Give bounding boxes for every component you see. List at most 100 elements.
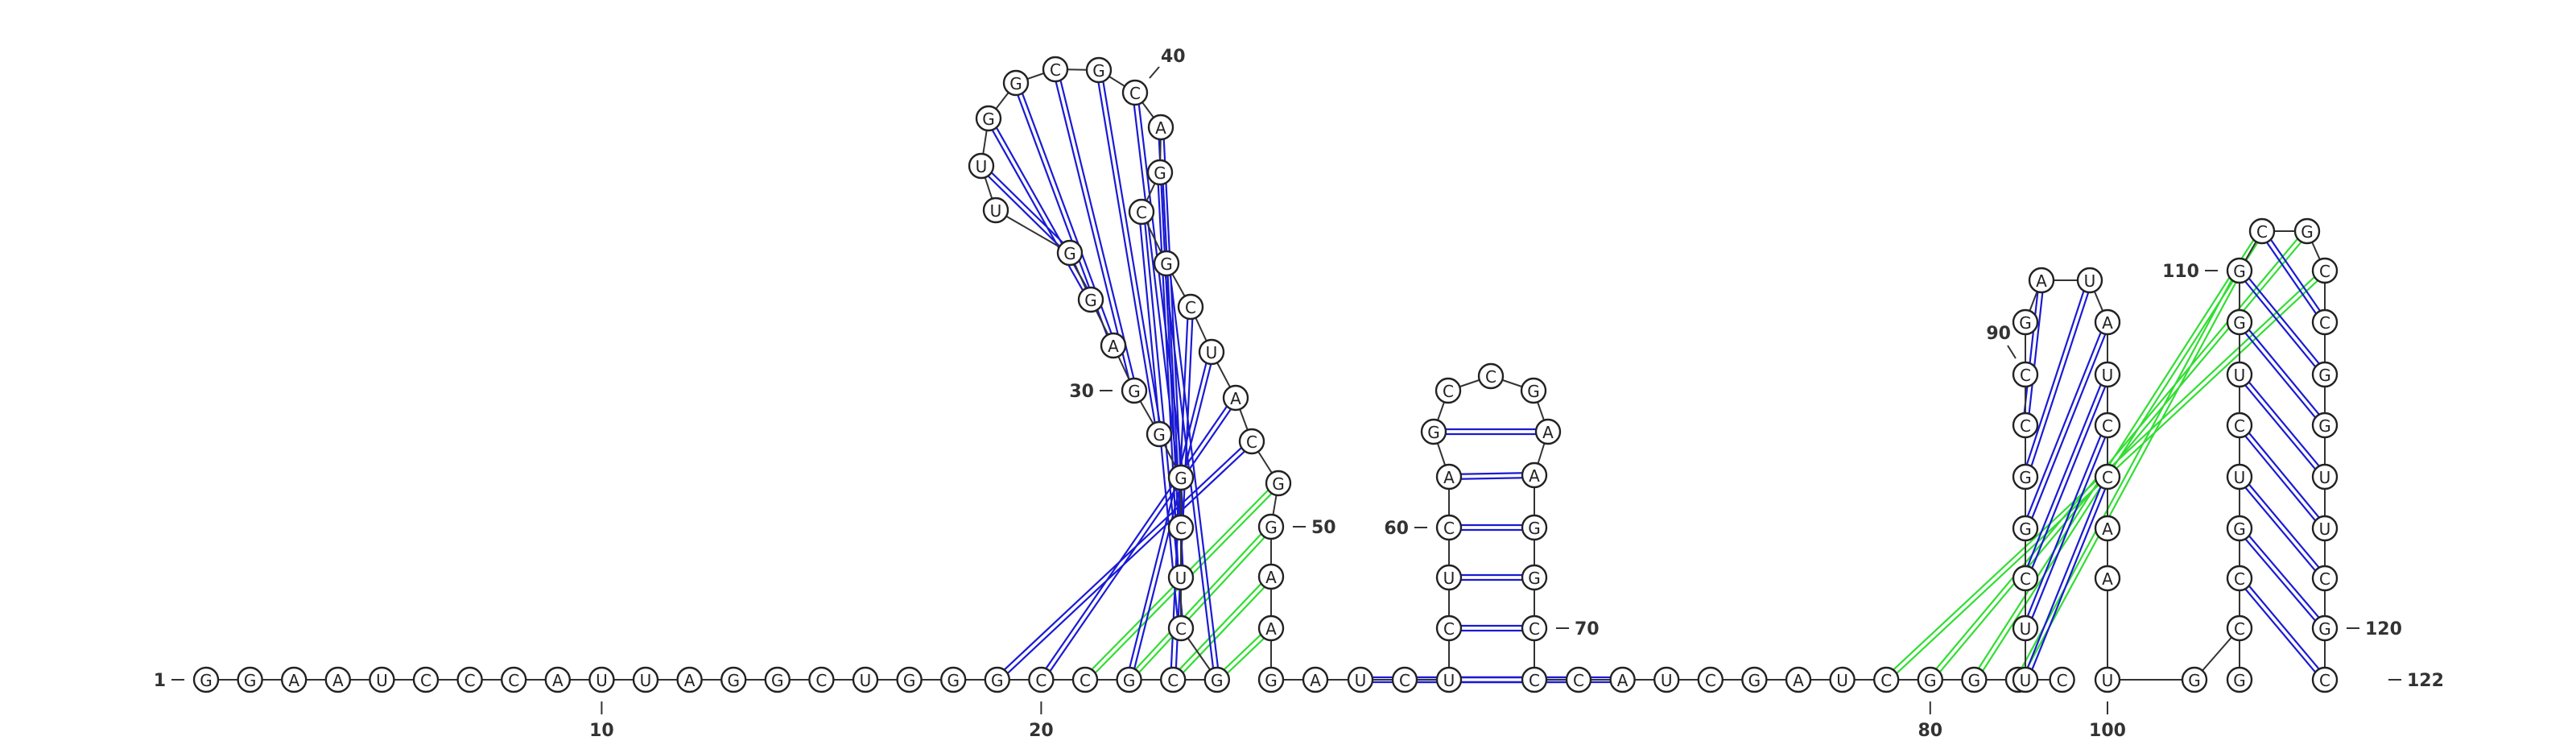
base-pair-line [1448, 471, 1534, 476]
nucleotide-letter: A [2102, 313, 2113, 333]
nucleotide: C [1872, 666, 1900, 693]
nucleotide-letter: C [1443, 519, 1455, 538]
base-pair-line [1157, 127, 1180, 528]
nucleotide-letter: C [1705, 671, 1716, 690]
nucleotide: G [2311, 615, 2339, 642]
nucleotide: C [501, 666, 527, 693]
nucleotide: G [1520, 377, 1547, 404]
nucleotide: G [1257, 513, 1285, 540]
position-tick [1149, 66, 1160, 79]
base-pair-line [1156, 172, 1180, 578]
nucleotide: G [2293, 217, 2321, 245]
nucleotide-letter: G [982, 110, 995, 129]
nucleotide: G [1257, 666, 1285, 693]
nucleotide-letter: G [2233, 671, 2246, 690]
nucleotide: C [1159, 666, 1187, 693]
nucleotide: G [1121, 377, 1148, 404]
nucleotide: C [1391, 666, 1418, 693]
nucleotide-letter: U [2020, 671, 2032, 690]
nucleotide-letter: A [1155, 118, 1166, 138]
pseudoknot-line [1170, 574, 1270, 679]
nucleotide-letter: C [420, 671, 431, 690]
base-pair-line [1056, 68, 1137, 391]
base-pair-line [2022, 475, 2107, 680]
nucleotide: U [1435, 666, 1463, 693]
nucleotide-letter: G [1160, 254, 1173, 274]
nucleotide-letter: A [1443, 468, 1455, 487]
pseudoknot-line [2015, 269, 2239, 680]
base-pair-line [1161, 172, 1185, 577]
nucleotide-letter: G [2233, 313, 2246, 333]
nucleotide: C [1167, 514, 1195, 541]
nucleotide-letter: G [2019, 313, 2032, 333]
nucleotide-letter: U [976, 157, 988, 176]
nucleotide: A [1785, 666, 1812, 693]
nucleotide: C [1477, 362, 1505, 390]
nucleotide: U [2012, 615, 2039, 642]
nucleotide-letter: C [464, 671, 476, 690]
nucleotide-letter: C [815, 671, 827, 690]
nucleotide-letter: G [1211, 671, 1224, 690]
nucleotide: C [1128, 198, 1155, 226]
nucleotide: U [1167, 564, 1195, 591]
nucleotide: G [2226, 515, 2253, 542]
position-label: 100 [2089, 721, 2126, 741]
nucleotide: A [2094, 565, 2121, 592]
nucleotide-letter: C [2020, 569, 2031, 589]
nucleotide-letter: A [1230, 389, 1241, 408]
base-pair-line [985, 118, 1090, 302]
base-pair-line [2263, 229, 2328, 321]
nucleotide-letter: G [1153, 425, 1166, 445]
nucleotide: G [2012, 308, 2039, 336]
base-pair-line [979, 167, 1069, 255]
base-pair-line [2026, 280, 2046, 426]
nucleotide-letter: C [2102, 416, 2113, 436]
base-pair-line [2236, 529, 2324, 631]
pseudoknot-line [1129, 528, 1274, 682]
nucleotide: G [2226, 257, 2253, 284]
nucleotide: A [2094, 515, 2121, 542]
nucleotide: G [237, 666, 263, 693]
nucleotide-letter: C [2234, 416, 2245, 436]
nucleotide-letter: C [1529, 619, 1540, 639]
base-pair-line [2240, 526, 2328, 627]
nucleotide: A [1435, 463, 1463, 490]
nucleotide-letter: U [1175, 569, 1187, 588]
nucleotide-letter: G [1128, 382, 1141, 401]
base-pair-line [2026, 322, 2111, 530]
nucleotide-letter: C [1035, 671, 1046, 690]
backbone-segment [995, 209, 1071, 254]
nucleotide: A [1534, 418, 1562, 445]
base-pair-line [2236, 323, 2324, 428]
nucleotide-letter: C [1080, 671, 1091, 690]
base-pair-line [1042, 399, 1239, 682]
nucleotide-letter: C [1399, 671, 1410, 690]
nucleotide: C [1121, 79, 1149, 106]
nucleotide: C [2311, 308, 2339, 336]
position-label: 1 [154, 671, 166, 691]
nucleotide: G [2226, 666, 2253, 693]
base-pair-line [2022, 279, 2089, 477]
nucleotide-letter: G [1924, 671, 1937, 690]
nucleotide: C [2226, 565, 2253, 592]
nucleotide-letter: U [1836, 671, 1848, 690]
position-label: 60 [1384, 519, 1409, 539]
nucleotide-letter: C [1167, 671, 1179, 690]
nucleotide: A [1302, 666, 1329, 693]
nucleotide-letter: A [1265, 568, 1277, 587]
nucleotide: U [1347, 666, 1374, 693]
nucleotide-letter: U [376, 671, 388, 690]
base-pair-line [1038, 395, 1235, 679]
nucleotide-letter: G [2019, 468, 2032, 487]
nucleotide: G [1146, 420, 1173, 448]
nucleotide-letter: U [2102, 366, 2114, 385]
nucleotide: A [281, 666, 308, 693]
nucleotide: C [808, 666, 835, 693]
nucleotide: A [1257, 563, 1285, 590]
position-label: 50 [1311, 518, 1336, 538]
nucleotide-letter: G [903, 671, 916, 690]
nucleotide-letter: G [1272, 474, 1285, 494]
base-pair-line [2026, 374, 2111, 580]
base-pair-line [2240, 576, 2328, 679]
